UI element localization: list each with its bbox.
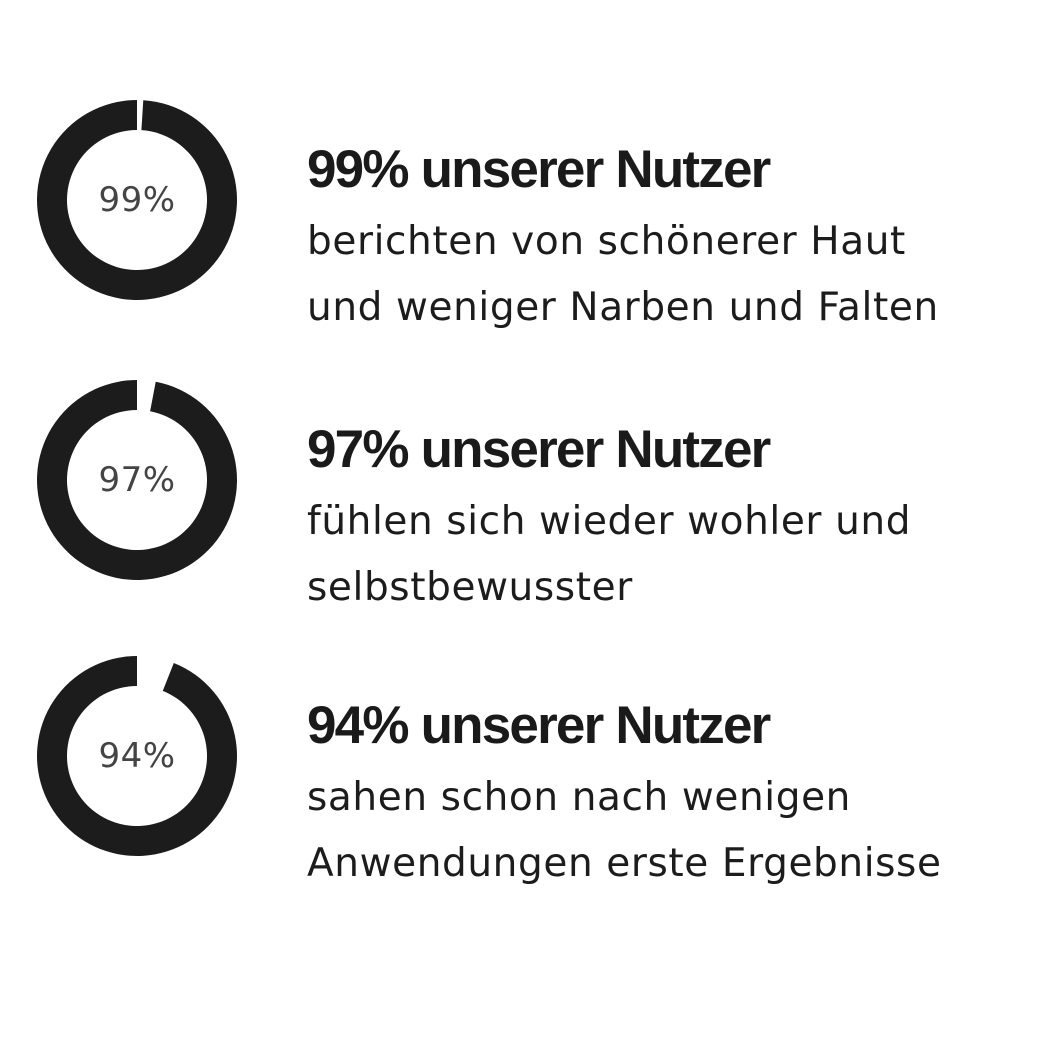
stat-text-1: 99% unserer Nutzer berichten von schöner… bbox=[307, 135, 1047, 341]
donut-ring-arc bbox=[36, 656, 237, 856]
stat-headline-2: 97% unserer Nutzer bbox=[307, 420, 771, 479]
donut-ring-arc bbox=[37, 380, 237, 580]
stat-text-3: 94% unserer Nutzer sahen schon nach weni… bbox=[307, 691, 1047, 897]
stat-description-line: fühlen sich wieder wohler und bbox=[307, 499, 912, 544]
stat-headline-3: 94% unserer Nutzer bbox=[307, 696, 771, 755]
stat-description-line: berichten von schönerer Haut bbox=[307, 219, 906, 264]
stat-description-2: fühlen sich wieder wohler und selbstbewu… bbox=[307, 489, 1047, 621]
stat-row-1: 99% 99% unserer Nutzer berichten von sch… bbox=[0, 99, 1063, 330]
stat-row-3: 94% 94% unserer Nutzer sahen schon nach … bbox=[0, 655, 1063, 886]
donut-center-label-1: 99% bbox=[98, 180, 176, 220]
donut-chart-1: 99% bbox=[36, 99, 238, 301]
donut-svg-3 bbox=[36, 656, 237, 856]
stat-headline-1: 99% unserer Nutzer bbox=[307, 140, 771, 199]
donut-center-label-2: 97% bbox=[98, 460, 176, 500]
donut-center-label-3: 94% bbox=[98, 736, 176, 776]
stat-description-3: sahen schon nach wenigen Anwendungen ers… bbox=[307, 765, 1047, 897]
donut-svg-2 bbox=[37, 380, 237, 580]
stat-row-2: 97% 97% unserer Nutzer fühlen sich wiede… bbox=[0, 379, 1063, 610]
donut-chart-2: 97% bbox=[36, 379, 238, 581]
stat-text-2: 97% unserer Nutzer fühlen sich wieder wo… bbox=[307, 415, 1047, 621]
donut-chart-3: 94% bbox=[36, 655, 238, 857]
stat-description-line: Anwendungen erste Ergebnisse bbox=[307, 841, 942, 886]
stat-description-line: selbstbewusster bbox=[307, 565, 633, 610]
stat-description-1: berichten von schönerer Haut und weniger… bbox=[307, 209, 1047, 341]
stat-description-line: und weniger Narben und Falten bbox=[307, 285, 939, 330]
donut-ring-arc bbox=[36, 100, 237, 300]
stat-description-line: sahen schon nach wenigen bbox=[307, 775, 851, 820]
donut-svg-1 bbox=[36, 100, 237, 300]
